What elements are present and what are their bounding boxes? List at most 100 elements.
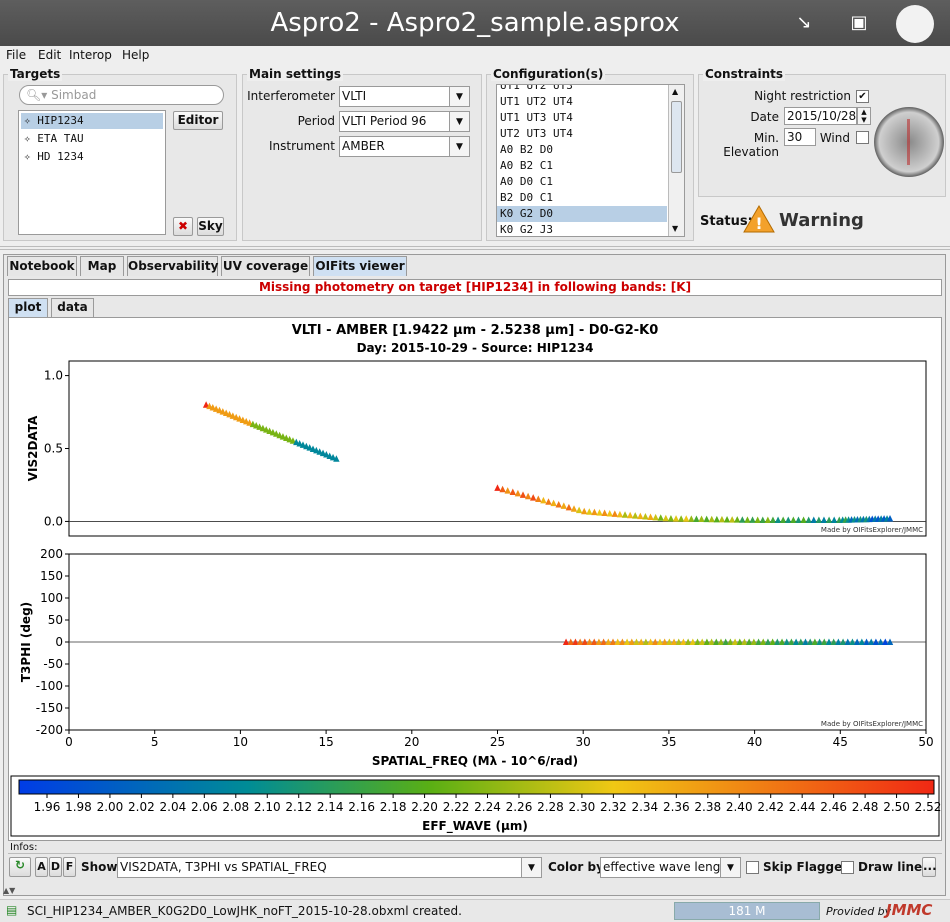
remove-target-icon[interactable]: ✖ <box>173 217 193 236</box>
date-label: Date <box>750 110 779 124</box>
date-field[interactable]: 2015/10/28 <box>784 107 857 125</box>
config-item[interactable]: K0 G2 J3 <box>500 223 553 236</box>
data-point <box>253 422 260 429</box>
colorbar-tick-label: 2.10 <box>254 800 281 814</box>
config-item[interactable]: UT2 UT3 UT4 <box>500 127 573 140</box>
data-point <box>684 638 692 645</box>
data-point <box>229 412 237 419</box>
config-item[interactable]: B2 D0 C1 <box>500 191 553 204</box>
colorbar-tick-label: 2.08 <box>222 800 249 814</box>
btn-d[interactable]: D <box>49 857 62 877</box>
wind-label: Wind <box>819 131 850 145</box>
tab-map[interactable]: Map <box>80 256 124 276</box>
target-list[interactable]: ✧ HIP1234 ✧ ETA TAU ✧ HD 1234 <box>18 110 166 235</box>
data-point <box>606 509 613 517</box>
colorbar-tick-label: 2.44 <box>789 800 816 814</box>
sky-button[interactable]: Sky <box>197 217 224 236</box>
show-select[interactable]: VIS2DATA, T3PHI vs SPATIAL_FREQ ▼ <box>117 857 542 878</box>
instrument-select[interactable]: AMBER ▼ <box>339 136 470 157</box>
memory-bar[interactable]: 181 M <box>674 902 820 920</box>
minimize-icon[interactable]: ↘ <box>796 12 812 33</box>
colorbar-tick-label: 2.14 <box>317 800 344 814</box>
config-item[interactable]: UT1 UT3 UT4 <box>500 111 573 124</box>
interferometer-label: Interferometer <box>247 89 335 103</box>
tab-uv-coverage[interactable]: UV coverage <box>221 256 310 276</box>
date-spinner[interactable]: ▲ ▼ <box>857 107 871 125</box>
data-point <box>628 638 635 645</box>
night-restriction-checkbox[interactable]: ✔ <box>856 90 869 103</box>
colorbar-tick-label: 1.96 <box>34 800 61 814</box>
subtab-plot[interactable]: plot <box>8 298 48 317</box>
data-point <box>499 485 506 493</box>
configuration-list[interactable]: UT1 UT2 UT3 UT1 UT2 UT4 UT1 UT3 UT4 UT2 UT3… <box>496 84 685 237</box>
data-point <box>825 516 833 523</box>
data-point <box>693 515 700 522</box>
wind-compass-icon[interactable] <box>874 107 944 177</box>
menu-interop[interactable]: Interop <box>69 48 112 62</box>
data-point <box>623 638 631 645</box>
min-elevation-field[interactable]: 30 <box>784 128 816 146</box>
scrollbar[interactable]: ▲ ▼ <box>668 85 684 236</box>
editor-button[interactable]: Editor <box>173 111 223 130</box>
scroll-down-icon[interactable]: ▼ <box>672 224 679 233</box>
close-button[interactable] <box>896 5 934 43</box>
config-item[interactable]: UT1 UT2 UT3 <box>500 84 573 92</box>
tab-notebook[interactable]: Notebook <box>7 256 77 276</box>
subtab-data[interactable]: data <box>51 298 94 317</box>
data-point <box>783 638 790 645</box>
data-point <box>835 638 842 645</box>
maximize-icon[interactable]: ▣ <box>850 12 868 33</box>
color-by-select[interactable]: effective wave leng... ▼ <box>600 857 741 878</box>
config-item[interactable]: K0 G2 D0 <box>497 206 667 222</box>
target-search-input[interactable]: 🔍︎▾ Simbad <box>19 85 224 105</box>
interferometer-select[interactable]: VLTI ▼ <box>339 86 470 107</box>
data-point <box>266 427 273 435</box>
plot-panel: VLTI - AMBER [1.9422 µm - 2.5238 µm] - D… <box>8 317 942 841</box>
config-item[interactable]: A0 B2 C1 <box>500 159 553 172</box>
refresh-icon[interactable]: ↻ <box>9 857 31 877</box>
data-point <box>694 638 701 645</box>
more-button[interactable]: ... <box>922 857 937 877</box>
oifits-plot[interactable]: VLTI - AMBER [1.9422 µm - 2.5238 µm] - D… <box>9 318 941 840</box>
config-item[interactable]: A0 B2 D0 <box>500 143 553 156</box>
menu-help[interactable]: Help <box>122 48 150 62</box>
btn-a[interactable]: A <box>35 857 48 877</box>
menu-edit[interactable]: Edit <box>38 48 62 62</box>
draw-lines-checkbox[interactable] <box>841 861 854 874</box>
period-select[interactable]: VLTI Period 96 ▼ <box>339 111 470 132</box>
wind-checkbox[interactable] <box>856 131 869 144</box>
config-item[interactable]: UT1 UT2 UT4 <box>500 95 573 108</box>
data-point <box>303 442 310 450</box>
splitter[interactable] <box>0 246 950 250</box>
data-point <box>595 638 603 645</box>
data-point <box>637 638 645 645</box>
btn-f[interactable]: F <box>63 857 76 877</box>
menu-file[interactable]: File <box>6 48 27 62</box>
list-item[interactable]: ✧ HIP1234 <box>21 113 163 129</box>
data-point <box>289 437 297 444</box>
config-item[interactable]: A0 D0 C1 <box>500 175 553 188</box>
data-point <box>286 435 293 443</box>
data-point <box>519 491 527 498</box>
data-point <box>708 515 715 523</box>
data-point <box>810 516 817 523</box>
tab-oifits-viewer[interactable]: OIFits viewer <box>313 256 407 276</box>
skip-flagged-checkbox[interactable] <box>746 861 759 874</box>
title-bar: Aspro2 - Aspro2_sample.asprox ↘ ▣ <box>0 0 950 46</box>
data-point <box>273 430 280 437</box>
data-point <box>749 516 756 523</box>
data-point <box>821 638 828 645</box>
scroll-up-icon[interactable]: ▲ <box>672 87 679 96</box>
tab-observability[interactable]: Observability <box>127 256 218 276</box>
colorbar-tick-label: 2.12 <box>285 800 312 814</box>
data-point <box>647 638 654 645</box>
scrollbar-thumb[interactable] <box>671 101 682 173</box>
list-item[interactable]: ✧ HD 1234 <box>24 150 84 163</box>
collapse-icon[interactable]: ▲▼ <box>3 886 16 895</box>
data-point <box>545 498 552 505</box>
data-point <box>657 514 664 521</box>
y-tick-label: 100 <box>40 591 63 605</box>
y-axis-label: T3PHI (deg) <box>19 602 33 682</box>
x-tick-label: 15 <box>318 735 333 749</box>
list-item[interactable]: ✧ ETA TAU <box>24 132 84 145</box>
